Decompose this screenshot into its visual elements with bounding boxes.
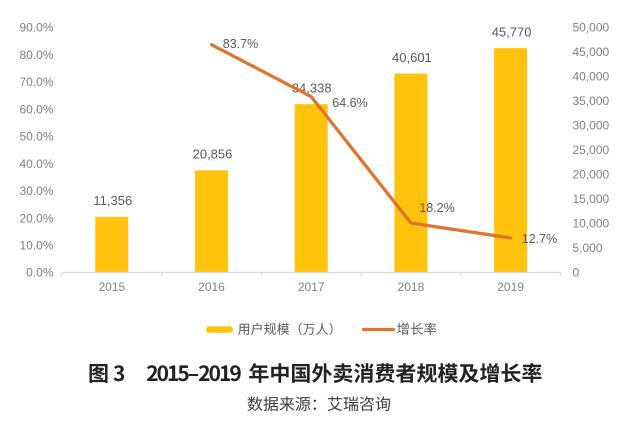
svg-text:2017: 2017 — [298, 280, 325, 294]
svg-text:40.0%: 40.0% — [19, 157, 53, 171]
svg-text:30,000: 30,000 — [573, 119, 610, 133]
svg-text:40,000: 40,000 — [573, 70, 610, 84]
svg-text:50.0%: 50.0% — [19, 130, 53, 144]
svg-text:18.2%: 18.2% — [419, 201, 454, 215]
svg-text:10,000: 10,000 — [573, 217, 610, 231]
svg-text:45,000: 45,000 — [573, 45, 610, 59]
svg-text:35,000: 35,000 — [573, 94, 610, 108]
svg-text:30.0%: 30.0% — [19, 184, 53, 198]
svg-text:50,000: 50,000 — [573, 21, 610, 35]
svg-text:20.0%: 20.0% — [19, 211, 53, 225]
svg-text:2015: 2015 — [98, 280, 125, 294]
svg-text:60.0%: 60.0% — [19, 102, 53, 116]
svg-text:45,770: 45,770 — [492, 25, 532, 40]
svg-text:11,356: 11,356 — [93, 193, 132, 208]
svg-text:25,000: 25,000 — [573, 143, 610, 157]
svg-text:80.0%: 80.0% — [19, 48, 53, 62]
svg-text:40,601: 40,601 — [392, 50, 432, 65]
svg-text:12.7%: 12.7% — [522, 232, 557, 246]
svg-text:64.6%: 64.6% — [332, 96, 367, 110]
svg-text:15,000: 15,000 — [573, 192, 610, 206]
svg-text:0.0%: 0.0% — [26, 266, 54, 280]
svg-text:2016: 2016 — [198, 280, 225, 294]
svg-text:70.0%: 70.0% — [19, 75, 53, 89]
svg-text:83.7%: 83.7% — [223, 37, 258, 51]
svg-text:20,000: 20,000 — [573, 168, 610, 182]
svg-text:5,000: 5,000 — [573, 241, 603, 255]
svg-text:10.0%: 10.0% — [19, 239, 53, 253]
svg-text:2018: 2018 — [398, 280, 425, 294]
svg-text:0: 0 — [573, 266, 580, 280]
svg-text:2019: 2019 — [497, 280, 524, 294]
svg-text:20,856: 20,856 — [193, 147, 233, 162]
svg-text:90.0%: 90.0% — [19, 21, 53, 35]
